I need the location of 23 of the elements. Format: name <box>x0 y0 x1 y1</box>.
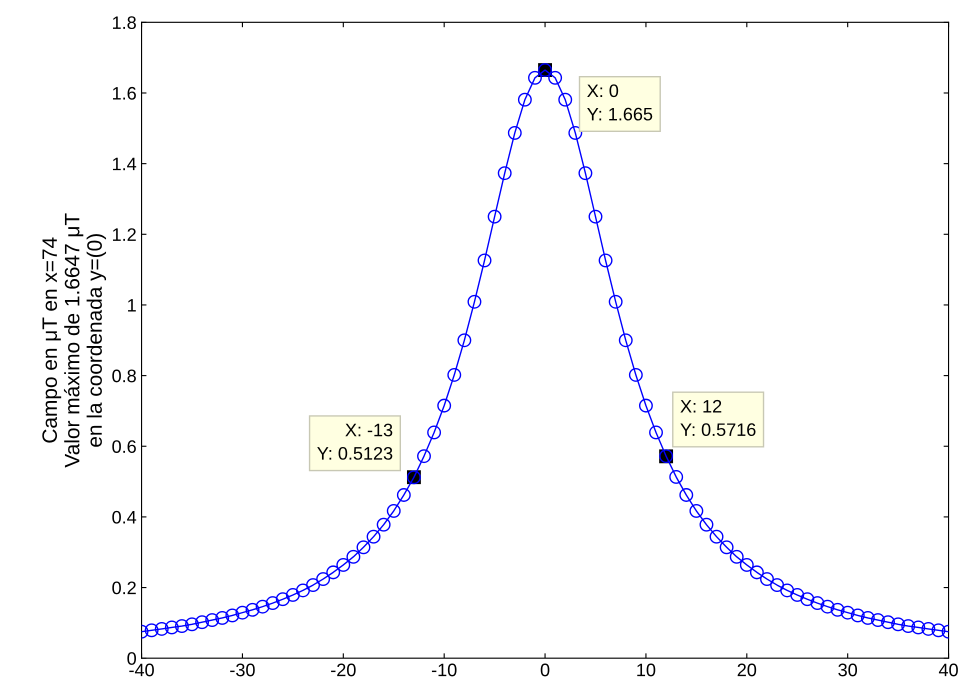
y-tick-label: 1.4 <box>112 158 136 170</box>
y-tick-label: 0 <box>127 652 136 665</box>
annotation: X: 0 Y: 1.665 <box>587 84 652 121</box>
x-tick-label: -20 <box>331 664 356 676</box>
y-tick-label: 1.8 <box>112 16 136 30</box>
x-tick-label: 40 <box>938 664 958 676</box>
x-tick-label: -40 <box>129 664 154 676</box>
annotation: X: 12 Y: 0.5716 <box>680 400 756 436</box>
y-tick-label: 0.2 <box>112 581 136 594</box>
y-axis-title: Campo en μT en x=74 Valor máximo de 1.6647 μT en la coordenada y=(0) <box>42 213 106 468</box>
y-tick-label: 0.8 <box>112 370 136 382</box>
y-tick-label: 1.6 <box>112 86 136 100</box>
y-tick-label: 1.2 <box>112 228 136 241</box>
y-tick-label: 0.4 <box>112 510 136 524</box>
x-tick-label: 10 <box>637 664 656 676</box>
x-tick-label: -10 <box>432 664 457 676</box>
y-tick-label: 0.6 <box>112 440 136 453</box>
y-tick-label: 1 <box>128 299 136 312</box>
x-tick-label: 20 <box>738 664 756 676</box>
x-tick-label: -30 <box>230 664 255 676</box>
annotation: X: -13 Y: 0.5123 <box>317 424 392 460</box>
x-tick-label: 0 <box>540 664 550 676</box>
x-tick-label: 30 <box>838 664 858 676</box>
